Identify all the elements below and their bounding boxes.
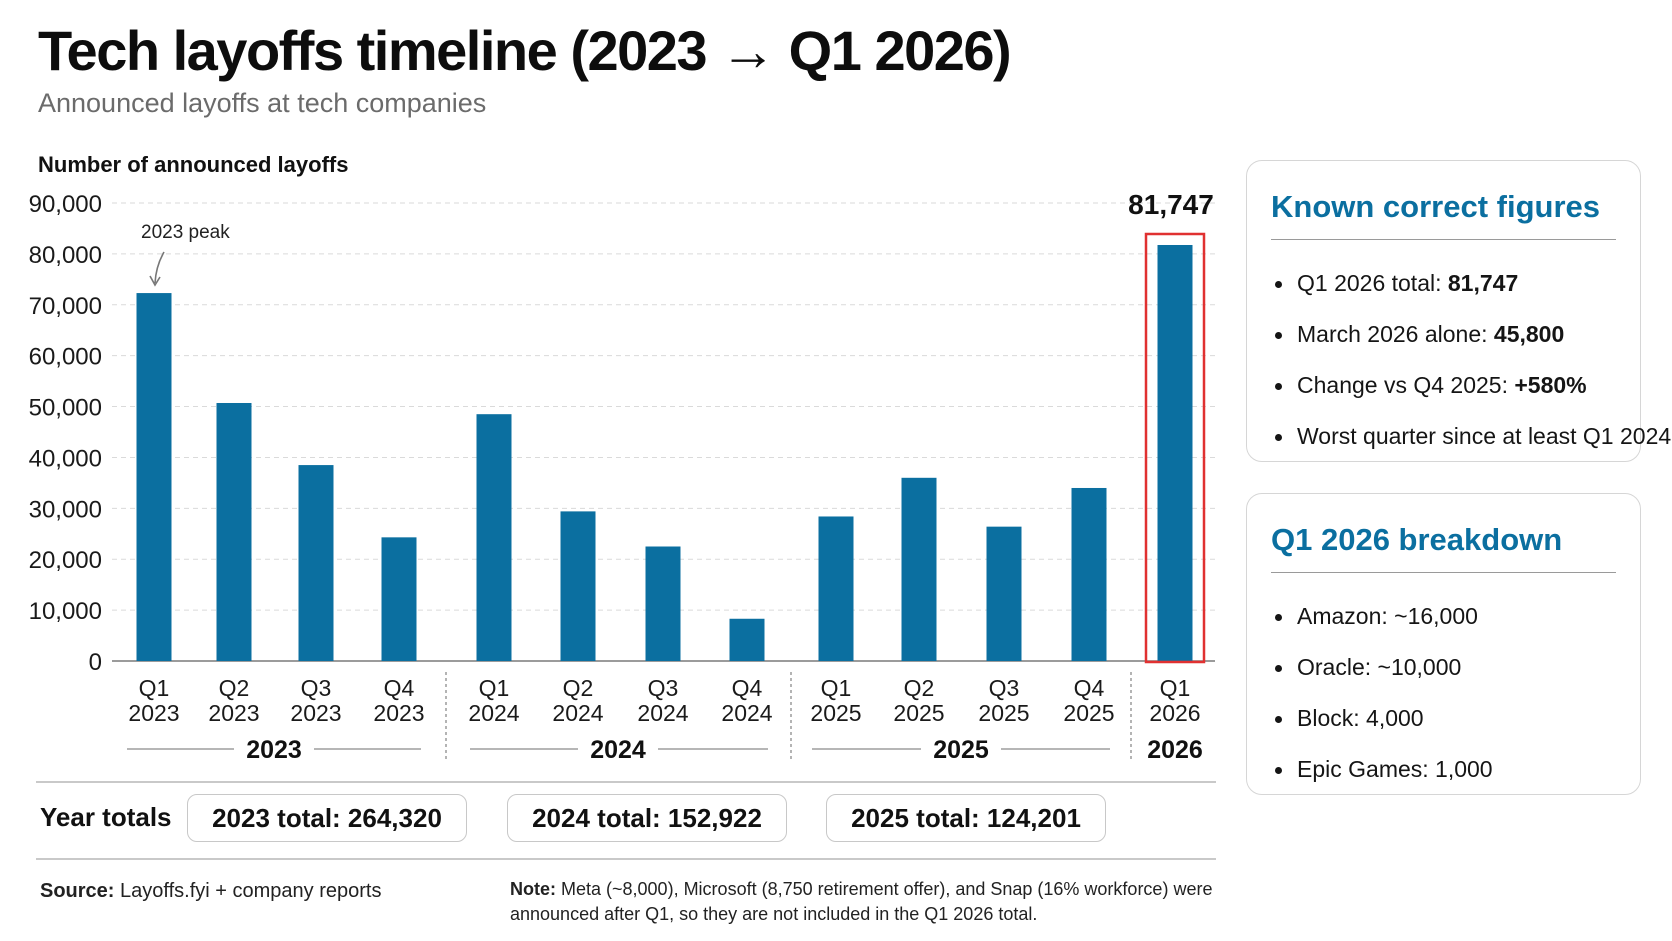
breakdown-list: Amazon: ~16,000 Oracle: ~10,000 Block: 4… xyxy=(1271,603,1616,783)
x-tick-label: Q4 2025 xyxy=(1063,675,1114,726)
x-tick-label: Q4 2024 xyxy=(721,675,772,726)
q1-2026-breakdown-panel: Q1 2026 breakdown Amazon: ~16,000 Oracle… xyxy=(1246,493,1641,795)
peak-annotation: 2023 peak xyxy=(141,222,230,243)
known-figure-item: Worst quarter since at least Q1 2024 xyxy=(1271,423,1671,450)
y-tick-label: 60,000 xyxy=(29,344,102,371)
bar-q1-2024 xyxy=(476,414,512,661)
x-tick-label: Q2 2025 xyxy=(893,675,944,726)
x-tick-label: Q3 2025 xyxy=(978,675,1029,726)
bar-q1-2023 xyxy=(136,293,172,661)
year-total-2024: 2024 total: 152,922 xyxy=(507,794,787,842)
page-subtitle: Announced layoffs at tech companies xyxy=(38,88,487,118)
year-group-label: 2024 xyxy=(590,736,646,764)
bar-q2-2023 xyxy=(216,402,252,661)
year-group-label: 2025 xyxy=(933,736,989,764)
y-tick-label: 40,000 xyxy=(29,445,102,472)
known-figures-title: Known correct figures xyxy=(1271,161,1616,240)
year-total-2025: 2025 total: 124,201 xyxy=(826,794,1106,842)
year-totals-label: Year totals xyxy=(40,802,172,832)
peak-arrowhead xyxy=(149,275,161,287)
y-tick-label: 90,000 xyxy=(29,191,102,218)
x-tick-label: Q3 2024 xyxy=(637,675,688,726)
bar-q2-2024 xyxy=(560,511,596,661)
y-tick-label: 30,000 xyxy=(29,496,102,523)
breakdown-item: Epic Games: 1,000 xyxy=(1271,756,1616,783)
x-tick-label: Q2 2023 xyxy=(208,675,259,726)
x-tick-label: Q3 2023 xyxy=(290,675,341,726)
y-axis-label: Number of announced layoffs xyxy=(38,152,348,177)
known-figure-item: Q1 2026 total: 81,747 xyxy=(1271,270,1616,297)
breakdown-item: Block: 4,000 xyxy=(1271,705,1616,732)
bar-q4-2025 xyxy=(1071,487,1107,661)
layoffs-bar-chart: Number of announced layoffs 0 10,000 20,000… xyxy=(29,152,1215,764)
bar-q1-2025 xyxy=(818,516,854,661)
page-title: Tech layoffs timeline (2023 → Q1 2026) xyxy=(38,19,1012,82)
source-note: Source: Layoffs.fyi + company reports xyxy=(40,880,382,902)
x-tick-label: Q1 2024 xyxy=(468,675,519,726)
x-tick-label: Q1 2025 xyxy=(810,675,861,726)
y-tick-label: 0 xyxy=(89,649,102,676)
breakdown-title: Q1 2026 breakdown xyxy=(1271,494,1616,573)
bar-q3-2024 xyxy=(645,546,681,661)
y-tick-label: 50,000 xyxy=(29,395,102,422)
bar-q3-2025 xyxy=(986,526,1022,661)
y-tick-label: 10,000 xyxy=(29,598,102,625)
y-tick-label: 20,000 xyxy=(29,547,102,574)
year-totals-top-divider xyxy=(36,781,1216,783)
known-figures-panel: Known correct figures Q1 2026 total: 81,… xyxy=(1246,160,1671,462)
y-tick-label: 80,000 xyxy=(29,242,102,269)
year-group-label: 2026 xyxy=(1147,736,1203,764)
bar-q4-2023 xyxy=(381,537,417,661)
year-group-label: 2023 xyxy=(246,736,302,764)
known-figure-item: Change vs Q4 2025: +580% xyxy=(1271,372,1616,399)
year-total-2023: 2023 total: 264,320 xyxy=(187,794,467,842)
breakdown-item: Amazon: ~16,000 xyxy=(1271,603,1616,630)
breakdown-item: Oracle: ~10,000 xyxy=(1271,654,1616,681)
x-tick-label: Q1 2023 xyxy=(128,675,179,726)
y-tick-label: 70,000 xyxy=(29,293,102,320)
bar-q3-2023 xyxy=(298,465,334,661)
x-tick-label: Q2 2024 xyxy=(552,675,603,726)
footnote: Note: Meta (~8,000), Microsoft (8,750 re… xyxy=(510,879,1213,924)
bar-q4-2024 xyxy=(729,618,765,661)
bar-q1-2026 xyxy=(1157,244,1193,661)
highlight-value-label: 81,747 xyxy=(1128,189,1214,220)
footer-divider xyxy=(36,858,1216,860)
highlight-outline xyxy=(1144,232,1206,664)
x-tick-label: Q1 2026 xyxy=(1149,675,1200,726)
peak-arrow-shaft xyxy=(154,251,165,284)
x-tick-label: Q4 2023 xyxy=(373,675,424,726)
known-figures-list: Q1 2026 total: 81,747 March 2026 alone: … xyxy=(1271,270,1671,450)
known-figure-item: March 2026 alone: 45,800 xyxy=(1271,321,1616,348)
bar-q2-2025 xyxy=(901,477,937,661)
